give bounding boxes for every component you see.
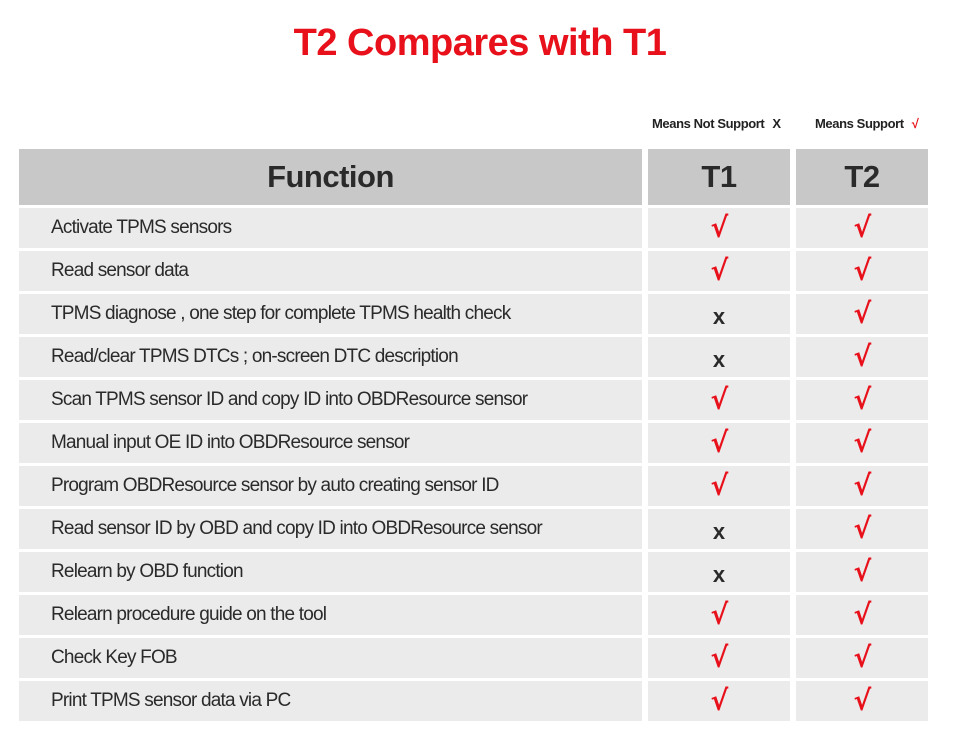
check-icon: √ xyxy=(710,684,728,717)
check-icon: √ xyxy=(853,340,871,373)
cross-icon: x xyxy=(712,561,726,587)
legend-support: Means Support √ xyxy=(815,116,919,131)
t1-support-cell: x xyxy=(648,294,790,334)
legend: Means Not Support X Means Support √ xyxy=(0,116,960,136)
t2-support-cell: √ xyxy=(796,251,928,291)
table-row: Read/clear TPMS DTCs ; on-screen DTC des… xyxy=(19,337,928,377)
t2-support-cell: √ xyxy=(796,681,928,721)
table-row: Scan TPMS sensor ID and copy ID into OBD… xyxy=(19,380,928,420)
comparison-table: Function T1 T2 Activate TPMS sensors √ √ Re… xyxy=(13,146,934,724)
t1-support-cell: √ xyxy=(648,380,790,420)
table-row: Read sensor ID by OBD and copy ID into O… xyxy=(19,509,928,549)
t1-support-cell: √ xyxy=(648,423,790,463)
table-row: Program OBDResource sensor by auto creat… xyxy=(19,466,928,506)
table-row: Relearn by OBD function x √ xyxy=(19,552,928,592)
header-t2: T2 xyxy=(796,149,928,205)
check-icon: √ xyxy=(853,426,871,459)
t1-support-cell: √ xyxy=(648,681,790,721)
check-icon: √ xyxy=(710,469,728,502)
function-cell: Read/clear TPMS DTCs ; on-screen DTC des… xyxy=(19,337,642,377)
check-icon: √ xyxy=(853,684,871,717)
function-cell: Manual input OE ID into OBDResource sens… xyxy=(19,423,642,463)
cross-icon: x xyxy=(712,346,726,372)
legend-not-support-label: Means Not Support xyxy=(652,116,765,131)
check-icon: √ xyxy=(911,116,919,131)
function-cell: Check Key FOB xyxy=(19,638,642,678)
check-icon: √ xyxy=(853,211,871,244)
t1-support-cell: √ xyxy=(648,251,790,291)
t2-support-cell: √ xyxy=(796,466,928,506)
header-function: Function xyxy=(19,149,642,205)
check-icon: √ xyxy=(853,469,871,502)
check-icon: √ xyxy=(710,211,728,244)
t2-support-cell: √ xyxy=(796,638,928,678)
check-icon: √ xyxy=(853,297,871,330)
table-row: Print TPMS sensor data via PC √ √ xyxy=(19,681,928,721)
t1-support-cell: x xyxy=(648,509,790,549)
table-row: Relearn procedure guide on the tool √ √ xyxy=(19,595,928,635)
check-icon: √ xyxy=(710,641,728,674)
check-icon: √ xyxy=(710,598,728,631)
header-t1: T1 xyxy=(648,149,790,205)
t1-support-cell: √ xyxy=(648,638,790,678)
legend-support-label: Means Support xyxy=(815,116,904,131)
check-icon: √ xyxy=(710,383,728,416)
page-title: T2 Compares with T1 xyxy=(293,22,667,64)
function-cell: Read sensor data xyxy=(19,251,642,291)
function-cell: Read sensor ID by OBD and copy ID into O… xyxy=(19,509,642,549)
t2-support-cell: √ xyxy=(796,380,928,420)
function-cell: Relearn procedure guide on the tool xyxy=(19,595,642,635)
table-row: Activate TPMS sensors √ √ xyxy=(19,208,928,248)
function-cell: Program OBDResource sensor by auto creat… xyxy=(19,466,642,506)
check-icon: √ xyxy=(710,254,728,287)
function-cell: Print TPMS sensor data via PC xyxy=(19,681,642,721)
check-icon: √ xyxy=(853,383,871,416)
table-row: TPMS diagnose , one step for complete TP… xyxy=(19,294,928,334)
table-row: Check Key FOB √ √ xyxy=(19,638,928,678)
t2-support-cell: √ xyxy=(796,423,928,463)
check-icon: √ xyxy=(853,598,871,631)
t2-support-cell: √ xyxy=(796,552,928,592)
t1-support-cell: x xyxy=(648,337,790,377)
check-icon: √ xyxy=(853,555,871,588)
t2-support-cell: √ xyxy=(796,509,928,549)
cross-icon: x xyxy=(712,303,726,329)
table-body: Activate TPMS sensors √ √ Read sensor data √… xyxy=(19,208,928,721)
t2-support-cell: √ xyxy=(796,294,928,334)
function-cell: TPMS diagnose , one step for complete TP… xyxy=(19,294,642,334)
table-row: Read sensor data √ √ xyxy=(19,251,928,291)
check-icon: √ xyxy=(853,254,871,287)
function-cell: Activate TPMS sensors xyxy=(19,208,642,248)
legend-not-support: Means Not Support X xyxy=(652,116,781,131)
function-cell: Scan TPMS sensor ID and copy ID into OBD… xyxy=(19,380,642,420)
t1-support-cell: x xyxy=(648,552,790,592)
check-icon: √ xyxy=(710,426,728,459)
t1-support-cell: √ xyxy=(648,595,790,635)
function-cell: Relearn by OBD function xyxy=(19,552,642,592)
t2-support-cell: √ xyxy=(796,595,928,635)
t2-support-cell: √ xyxy=(796,208,928,248)
t1-support-cell: √ xyxy=(648,466,790,506)
table-row: Manual input OE ID into OBDResource sens… xyxy=(19,423,928,463)
cross-icon: X xyxy=(772,116,781,131)
t1-support-cell: √ xyxy=(648,208,790,248)
table-header-row: Function T1 T2 xyxy=(19,149,928,205)
t2-support-cell: √ xyxy=(796,337,928,377)
cross-icon: x xyxy=(712,518,726,544)
check-icon: √ xyxy=(853,512,871,545)
check-icon: √ xyxy=(853,641,871,674)
